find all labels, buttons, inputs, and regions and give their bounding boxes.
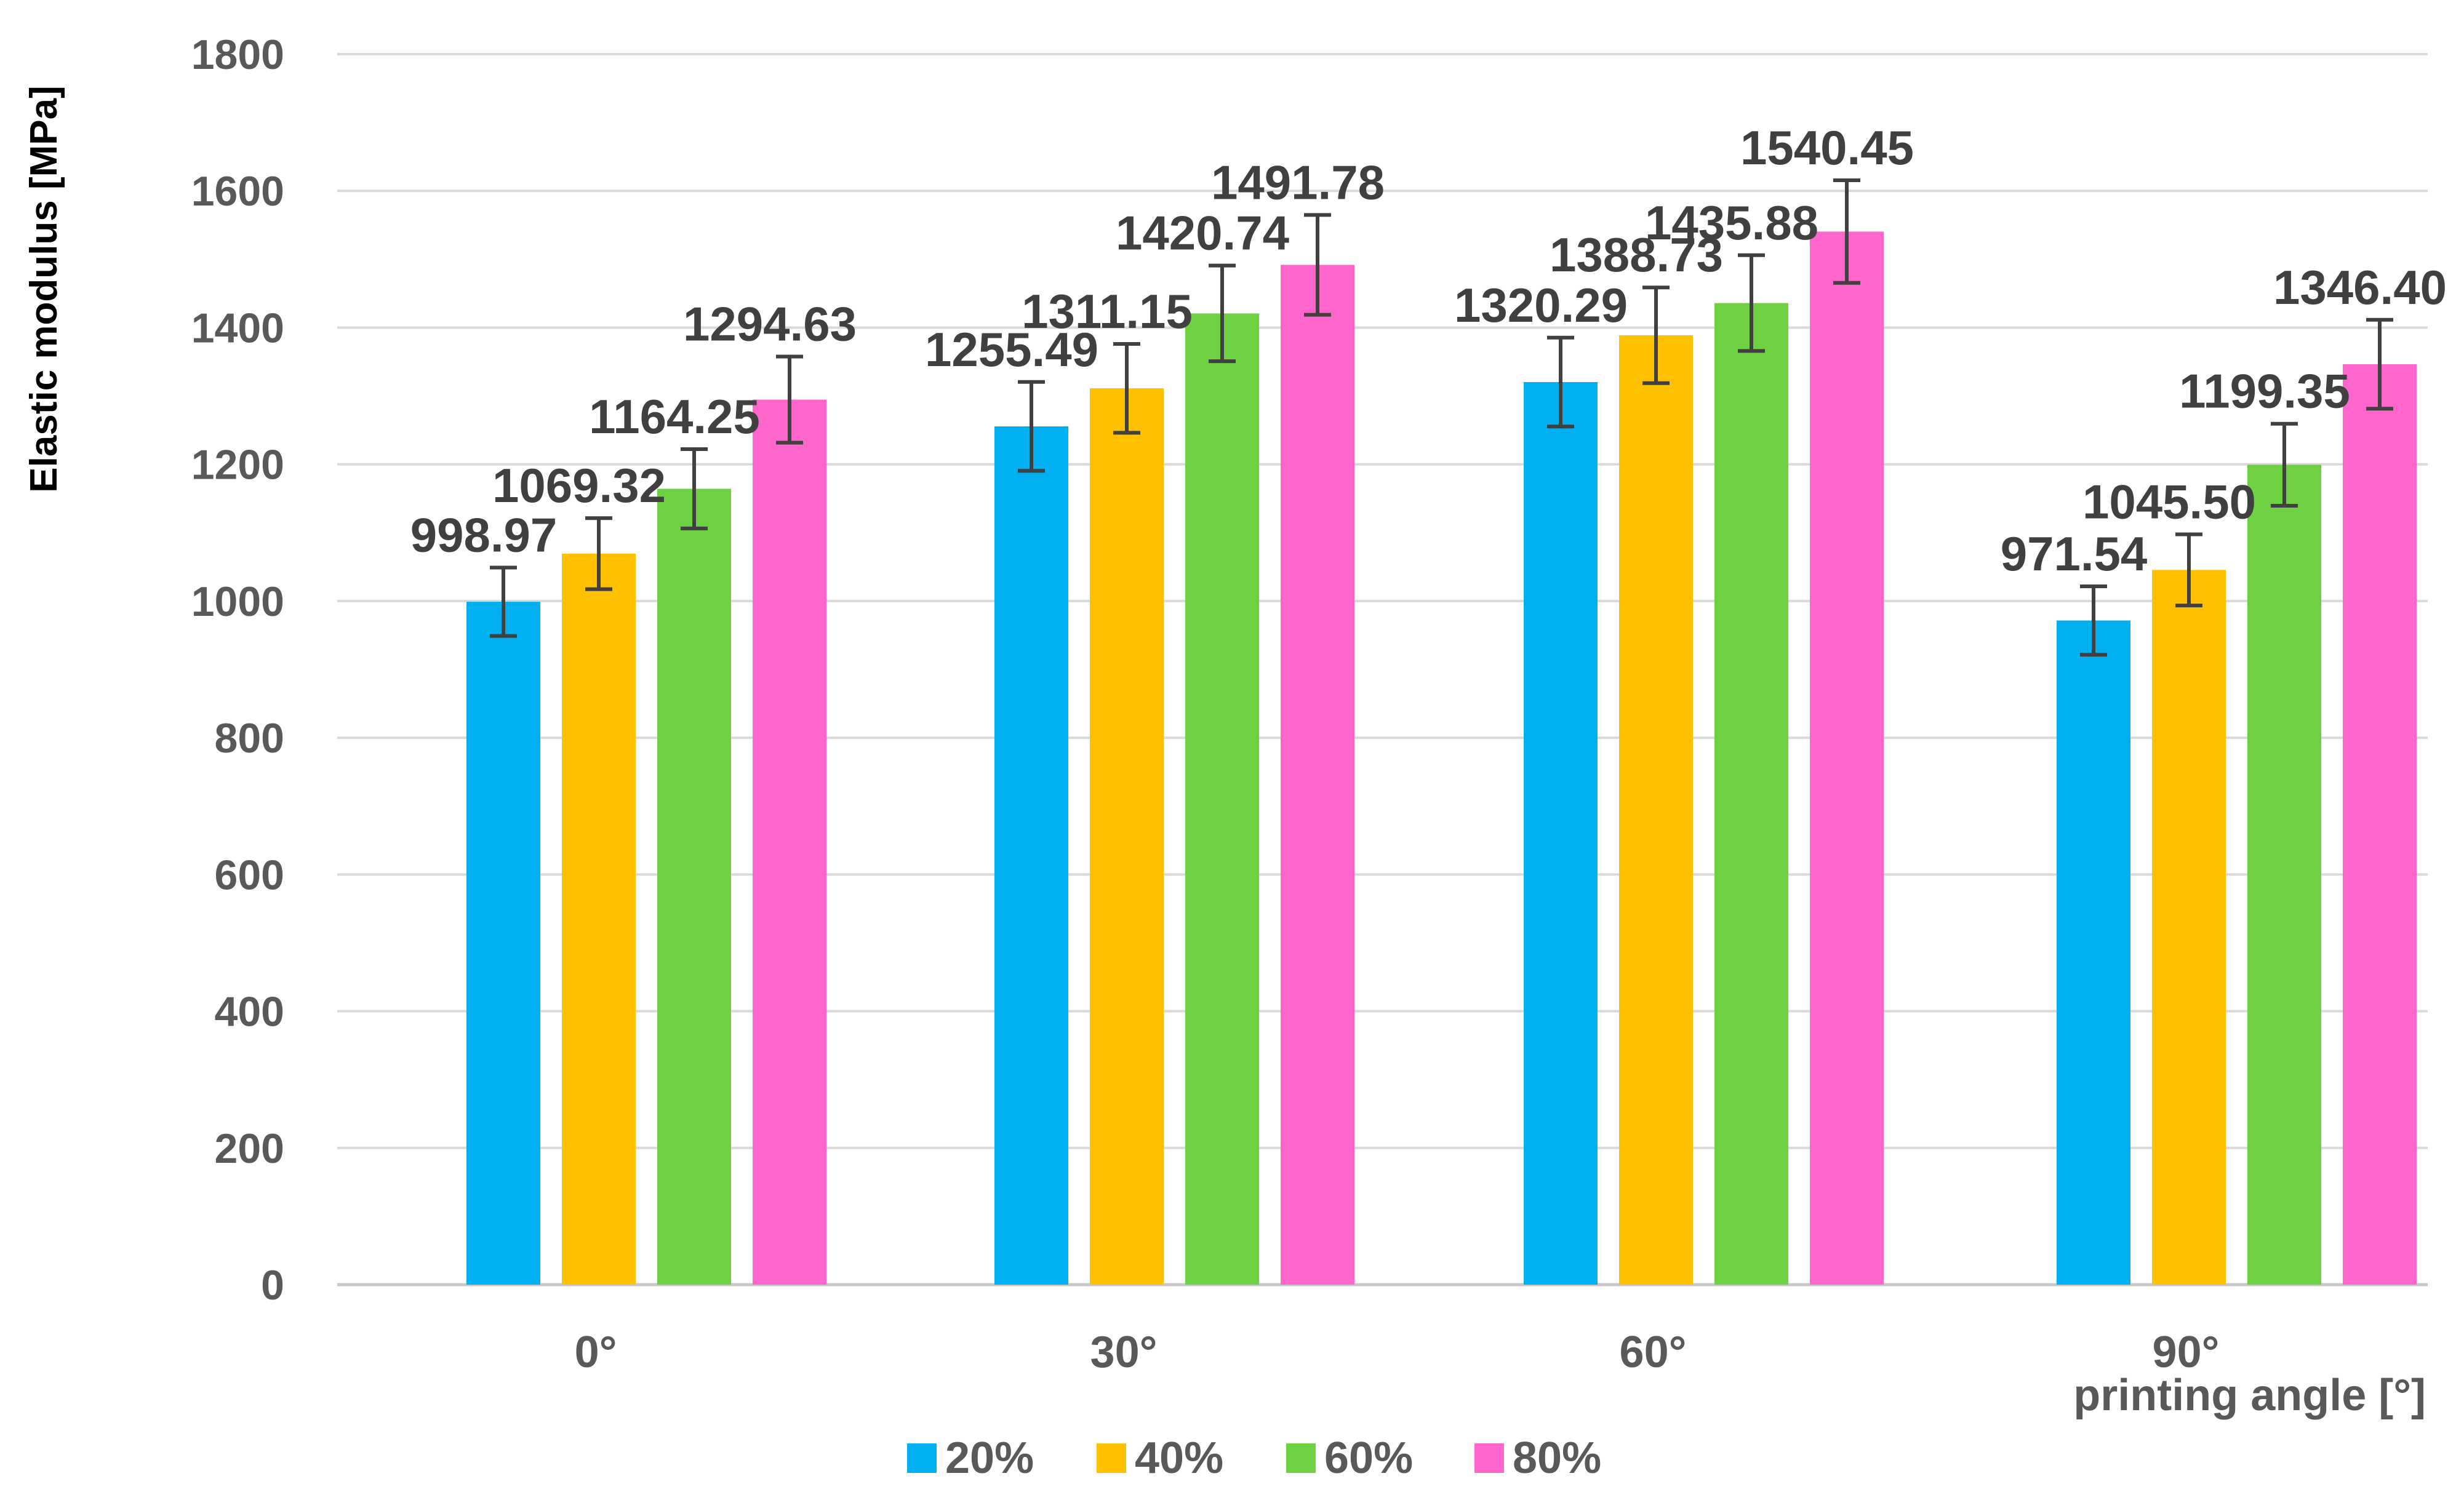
legend-label: 20%	[945, 1434, 1034, 1483]
data-label: 1311.15	[1022, 284, 1193, 338]
legend-label: 60%	[1324, 1434, 1413, 1483]
bar	[2057, 620, 2130, 1285]
bar	[2343, 364, 2417, 1285]
y-tick-label: 200	[215, 1125, 284, 1172]
legend-item: 20%	[907, 1434, 1034, 1483]
bar	[1090, 388, 1164, 1285]
error-bars	[490, 178, 2393, 657]
x-axis-ticks: 0° 30° 60° 90°	[575, 1328, 2220, 1377]
y-tick-label: 1400	[191, 305, 284, 351]
legend-swatch	[1474, 1443, 1504, 1473]
legend-item: 60%	[1286, 1434, 1413, 1483]
data-label: 1294.63	[683, 297, 857, 351]
bar	[1619, 335, 1693, 1285]
bar	[657, 489, 731, 1285]
bar	[466, 602, 540, 1285]
bar	[1185, 313, 1259, 1285]
y-tick-label: 1000	[191, 578, 284, 625]
y-axis-ticks: 0 200 400 600 800 1000 1200 1400 1600 1800	[191, 31, 284, 1309]
y-tick-label: 1200	[191, 442, 284, 489]
data-label: 1069.32	[492, 458, 666, 513]
legend-label: 80%	[1513, 1434, 1601, 1483]
legend: 20% 40% 60% 80%	[907, 1434, 1601, 1483]
data-label: 1435.88	[1645, 196, 1818, 250]
x-axis-title: printing angle [°]	[2073, 1371, 2426, 1420]
y-tick-label: 1600	[191, 168, 284, 215]
data-label: 998.97	[410, 508, 558, 562]
bar	[562, 553, 636, 1285]
x-tick-label: 90°	[2153, 1328, 2220, 1377]
y-axis-title: Elastic modulus [MPa]	[23, 86, 65, 492]
data-label: 1420.74	[1116, 206, 1289, 260]
bar	[2152, 570, 2226, 1285]
x-tick-label: 30°	[1090, 1328, 1158, 1377]
data-label: 1045.50	[2082, 475, 2256, 529]
legend-swatch	[1097, 1443, 1126, 1473]
bar	[753, 399, 826, 1285]
data-label: 1540.45	[1740, 121, 1914, 175]
y-tick-label: 400	[215, 989, 284, 1035]
data-label: 1199.35	[2179, 364, 2350, 418]
data-label: 1346.40	[2273, 260, 2447, 314]
data-label: 1164.25	[589, 389, 760, 444]
y-tick-label: 0	[261, 1262, 284, 1309]
data-label: 1388.73	[1550, 228, 1723, 282]
legend-item: 40%	[1097, 1434, 1223, 1483]
data-labels: 998.97 1255.49 1320.29 971.54 1069.32 1311.15…	[410, 121, 2447, 581]
data-label: 1320.29	[1454, 278, 1628, 332]
legend-item: 80%	[1474, 1434, 1601, 1483]
y-tick-label: 1800	[191, 31, 284, 78]
legend-label: 40%	[1135, 1434, 1223, 1483]
data-label: 1255.49	[925, 322, 1098, 377]
legend-swatch	[907, 1443, 937, 1473]
bar	[1810, 231, 1884, 1285]
legend-swatch	[1286, 1443, 1316, 1473]
bar	[994, 426, 1068, 1285]
bar	[2247, 465, 2321, 1285]
bar	[1281, 265, 1354, 1285]
bars	[466, 231, 2417, 1285]
data-label: 1491.78	[1211, 155, 1385, 209]
x-tick-label: 0°	[575, 1328, 617, 1377]
y-tick-label: 800	[215, 715, 284, 762]
bar	[1714, 303, 1788, 1285]
x-tick-label: 60°	[1620, 1328, 1687, 1377]
y-tick-label: 600	[215, 852, 284, 898]
bar	[1524, 382, 1598, 1285]
data-label: 971.54	[2001, 527, 2148, 581]
